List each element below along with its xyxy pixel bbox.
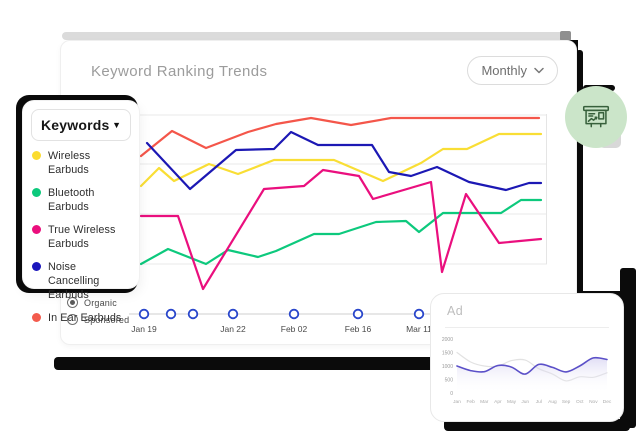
keyword-legend-item[interactable]: Noise Cancelling Earbuds [32, 260, 130, 302]
ad-y-tick-label: 1000 [442, 364, 453, 370]
ad-card-divider [445, 327, 609, 328]
ad-card-title: Ad [447, 304, 464, 318]
ad-y-tick-label: 2000 [442, 337, 453, 343]
keyword-legend-item[interactable]: Bluetooth Earbuds [32, 186, 130, 214]
series-line-true-wireless-earbuds [139, 168, 543, 291]
keyword-label: True Wireless Earbuds [48, 224, 116, 251]
timeline-point[interactable] [413, 308, 425, 320]
timeline-point[interactable] [187, 308, 199, 320]
keyword-color-dot-icon [32, 313, 41, 323]
presentation-chart-icon [582, 105, 610, 128]
timeline-point[interactable] [227, 308, 239, 320]
ad-card: Ad 0 500 1000 1500 2000 Jan Feb Mar Apr May Jun Jul… [430, 293, 624, 422]
ad-x-tick-label: Jun [521, 399, 529, 405]
chevron-down-icon [534, 67, 544, 74]
keyword-legend-item[interactable]: In Ear Earbuds [32, 311, 130, 325]
keywords-legend-panel: Keywords ▼ Wireless Earbuds Bluetooth Ear… [22, 100, 140, 324]
timeline-point[interactable] [138, 308, 150, 320]
ad-series-line-primary [456, 356, 608, 375]
ad-x-tick-label: Aug [548, 399, 557, 405]
ad-chart-series [456, 351, 608, 393]
ad-y-tick-label: 500 [445, 377, 454, 383]
keyword-color-dot-icon [32, 262, 41, 272]
ad-area-fill [457, 357, 607, 393]
ad-x-tick-label: Sep [562, 399, 571, 405]
ad-chart-axes: 0 500 1000 1500 2000 Jan Feb Mar Apr May Jun Jul Aug… [442, 337, 612, 405]
ad-card-ink-shadow-bottom [444, 419, 630, 431]
timeline-tick-label: Jan 22 [220, 324, 246, 334]
timeline-points-group: Jan 19 Jan 22 Feb 02 Feb 16 Mar 11 [131, 308, 432, 334]
keyword-label: Wireless Earbuds [48, 150, 91, 177]
ad-x-tick-label: Feb [466, 399, 475, 405]
timeline-point[interactable] [165, 308, 177, 320]
result-type-radio-group: Organic Sponsored [67, 297, 129, 325]
series-line-noise-cancelling-earbuds [145, 130, 543, 192]
radio-label: Organic [84, 297, 117, 308]
trend-series-group [139, 116, 543, 291]
ad-mini-chart: 0 500 1000 1500 2000 Jan Feb Mar Apr May Jun Jul Aug… [442, 337, 612, 405]
period-dropdown-label: Monthly [481, 63, 527, 78]
keywords-legend-list: Wireless Earbuds Bluetooth Earbuds True Wi… [23, 149, 139, 325]
card-title: Keyword Ranking Trends [91, 63, 268, 80]
trend-line-chart [136, 114, 547, 291]
dropdown-arrow-icon: ▼ [112, 119, 121, 130]
series-line-bluetooth-earbuds [139, 198, 543, 266]
keyword-color-dot-icon [32, 151, 41, 160]
radio-selected-icon[interactable] [67, 297, 78, 308]
keyword-color-dot-icon [32, 188, 41, 198]
keywords-dropdown[interactable]: Keywords ▼ [31, 109, 131, 141]
keyword-label: Bluetooth Earbuds [48, 187, 95, 214]
top-accent-bar [62, 32, 564, 40]
keyword-label: In Ear Earbuds [48, 312, 122, 325]
timeline-tick-label: Feb 02 [281, 324, 308, 334]
ad-y-tick-label: 0 [450, 391, 453, 397]
keyword-legend-item[interactable]: True Wireless Earbuds [32, 223, 130, 251]
timeline-axis: Jan 19 Jan 22 Feb 02 Feb 16 Mar 11 [129, 308, 548, 334]
keywords-dropdown-label: Keywords [41, 117, 110, 133]
timeline-tick-label: Feb 16 [345, 324, 372, 334]
ad-x-tick-label: Jan [453, 399, 461, 405]
radio-unselected-icon[interactable] [67, 314, 78, 325]
timeline-point[interactable] [288, 308, 300, 320]
keyword-color-dot-icon [32, 225, 41, 235]
ad-x-tick-label: Dec [603, 399, 612, 405]
keyword-label: Noise Cancelling Earbuds [48, 261, 100, 302]
ad-x-tick-label: Nov [589, 399, 598, 405]
ad-y-tick-label: 1500 [442, 350, 453, 356]
keyword-legend-item[interactable]: Wireless Earbuds [32, 149, 130, 177]
ad-x-tick-label: Jul [536, 399, 542, 405]
radio-label: Sponsored [84, 314, 130, 325]
series-line-wireless-earbuds [139, 132, 543, 188]
ad-x-tick-label: Oct [576, 399, 584, 405]
timeline-point[interactable] [352, 308, 364, 320]
main-card-ink-shadow-right [576, 50, 583, 350]
radio-option-sponsored[interactable]: Sponsored [67, 314, 129, 325]
timeline-tick-label: Mar 11 [406, 324, 432, 334]
ad-card-ink-shadow-right [620, 268, 636, 428]
main-card-ink-shadow-bottom [54, 357, 474, 370]
ad-x-tick-label: May [507, 399, 517, 405]
series-line-in-ear-earbuds [139, 116, 541, 158]
top-bar-cap [560, 31, 571, 41]
timeline-tick-label: Jan 19 [131, 324, 157, 334]
presentation-badge [565, 86, 627, 148]
period-dropdown[interactable]: Monthly [467, 56, 558, 85]
ad-x-tick-label: Apr [494, 399, 502, 405]
radio-option-organic[interactable]: Organic [67, 297, 129, 308]
ad-x-tick-label: Mar [480, 399, 489, 405]
